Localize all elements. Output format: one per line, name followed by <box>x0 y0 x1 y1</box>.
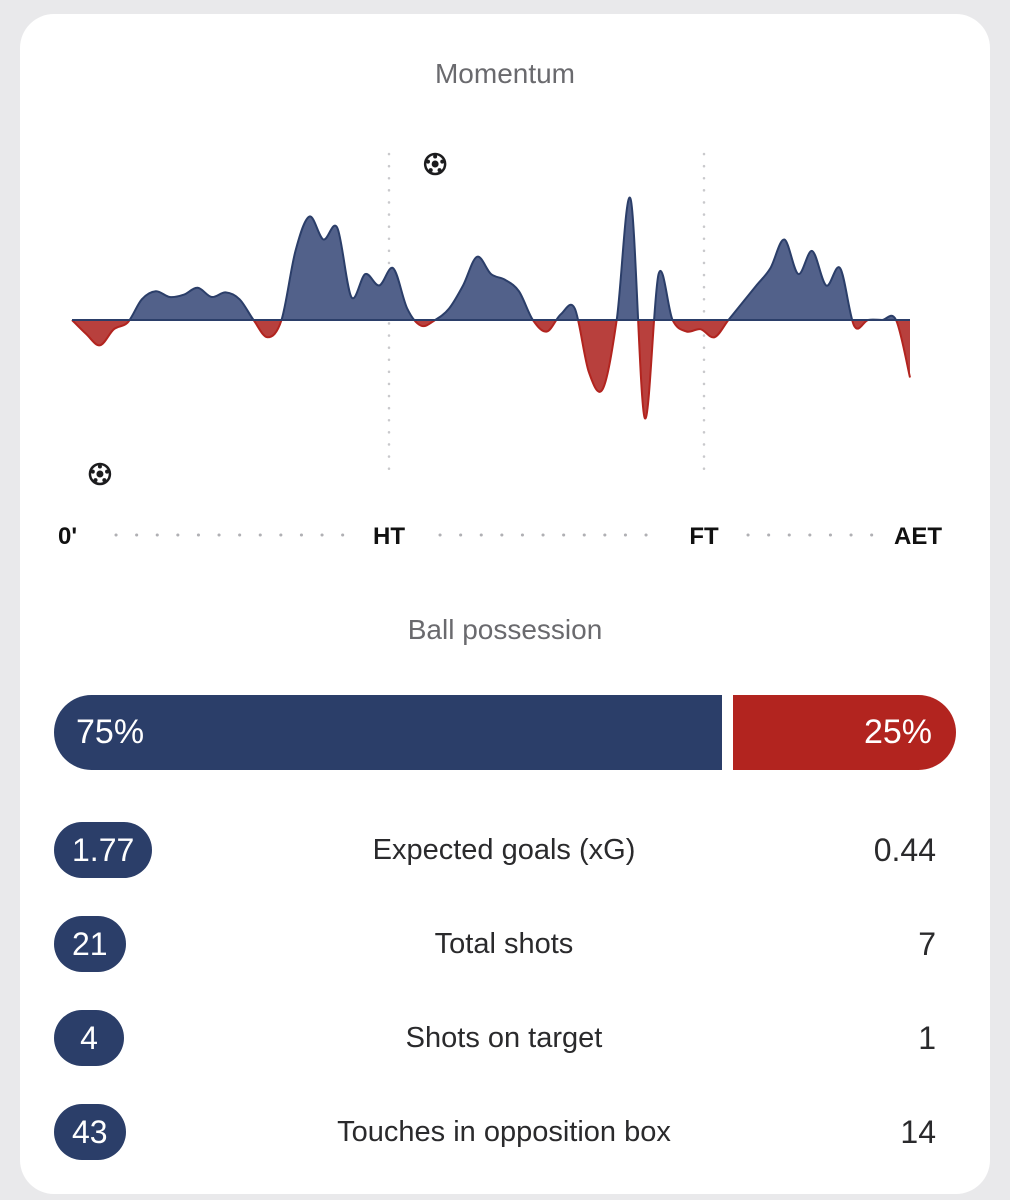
stat-row-xg: Expected goals (xG) 1.77 0.44 <box>54 822 936 878</box>
momentum-chart: 0' HT FT AET <box>58 152 942 550</box>
stat-row-total-shots: Total shots 21 7 <box>54 916 936 972</box>
time-label: AET <box>894 523 942 550</box>
momentum-title: Momentum <box>434 58 576 89</box>
stat-away-value: 14 <box>900 1113 936 1150</box>
stat-label: Expected goals (xG) <box>372 833 636 866</box>
stat-label: Shots on target <box>405 1021 603 1054</box>
goal-ball-icon <box>88 462 112 486</box>
stat-home-value: 4 <box>54 1010 124 1066</box>
stat-row-box-touches: Touches in opposition box 43 14 <box>54 1104 936 1160</box>
stat-away-value: 0.44 <box>873 831 936 868</box>
stat-home-value: 43 <box>54 1104 126 1160</box>
stat-home-value: 21 <box>54 916 126 972</box>
stat-away-value: 1 <box>918 1019 936 1056</box>
time-label: 0' <box>58 523 77 550</box>
time-label: FT <box>689 523 719 550</box>
stat-row-shots-on-target: Shots on target 4 1 <box>54 1010 936 1066</box>
stat-label: Touches in opposition box <box>337 1115 671 1148</box>
stats-card: Momentum 0' HT FT AET Ball possession 75% 2… <box>20 14 990 1194</box>
stat-home-value: 1.77 <box>54 822 153 878</box>
stat-away-value: 7 <box>918 925 936 962</box>
possession-title: Ball possession <box>407 614 603 645</box>
possession-home-label: 75% <box>76 713 145 751</box>
home-momentum-line <box>72 196 898 320</box>
stat-label: Total shots <box>434 927 574 960</box>
time-label: HT <box>373 523 405 550</box>
possession-away-label: 25% <box>863 713 932 751</box>
possession-home-bar: 75% <box>54 695 722 770</box>
possession-away-bar: 25% <box>733 695 956 770</box>
goal-ball-icon <box>423 152 447 176</box>
home-momentum-area <box>72 197 910 320</box>
